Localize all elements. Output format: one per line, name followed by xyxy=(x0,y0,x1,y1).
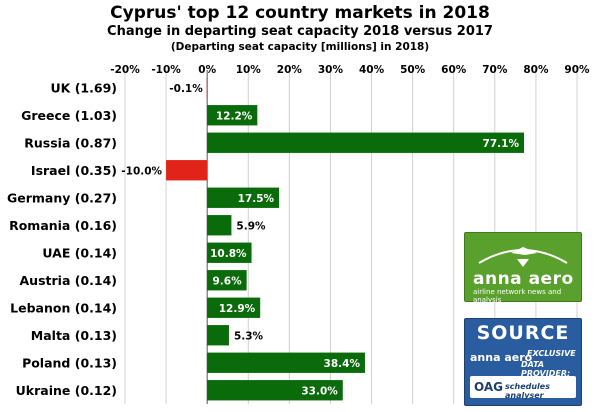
chart-subtitle: Change in departing seat capacity 2018 v… xyxy=(107,24,493,39)
bar xyxy=(207,187,280,208)
category-label: Malta (0.13) xyxy=(31,328,117,343)
data-label: 12.2% xyxy=(216,110,253,122)
data-label: 10.8% xyxy=(210,248,247,260)
data-label: 5.9% xyxy=(236,220,266,232)
data-label: 77.1% xyxy=(483,138,520,150)
anna-aero-tagline: airline network news and analysis xyxy=(473,288,562,304)
bar xyxy=(207,352,365,373)
bar xyxy=(207,132,524,153)
oag-badge: OAG schedules analyser xyxy=(470,376,576,400)
bar xyxy=(207,105,258,126)
oag-product: schedules analyser xyxy=(505,382,550,400)
data-label: 17.5% xyxy=(238,193,275,205)
source-heading: SOURCE xyxy=(476,322,570,344)
data-label: 5.3% xyxy=(234,330,264,342)
chart-subsubtitle: (Departing seat capacity [millions] in 2… xyxy=(170,41,430,53)
source-logo: SOURCE anna aero EXCLUSIVE DATA PROVIDER… xyxy=(464,318,582,406)
x-tick-label: -10% xyxy=(151,64,181,76)
bar xyxy=(207,270,247,291)
x-tick-label: 90% xyxy=(564,64,590,76)
category-label: UAE (0.14) xyxy=(42,245,117,260)
x-tick-label: 10% xyxy=(236,64,262,76)
source-exclusive: EXCLUSIVE xyxy=(527,349,576,358)
anna-aero-wordmark: anna aero xyxy=(473,269,574,289)
category-label: Israel (0.35) xyxy=(31,163,117,178)
data-label: 38.4% xyxy=(324,358,361,370)
plane-icon xyxy=(478,247,568,267)
category-label: Russia (0.87) xyxy=(24,135,117,150)
data-label: 33.0% xyxy=(301,385,338,397)
bar xyxy=(207,297,261,318)
chart-title: Cyprus' top 12 country markets in 2018 xyxy=(110,3,490,23)
bar xyxy=(166,160,208,181)
anna-aero-logo: anna aero airline network news and analy… xyxy=(464,232,582,304)
category-label: Austria (0.14) xyxy=(20,273,118,288)
source-data-provider: DATA PROVIDER: xyxy=(521,360,571,378)
oag-wordmark: OAG xyxy=(474,380,504,394)
bar xyxy=(207,325,229,346)
x-tick-label: 40% xyxy=(359,64,385,76)
category-label: UK (1.69) xyxy=(51,80,117,95)
x-tick-label: 50% xyxy=(400,64,426,76)
data-label: -0.1% xyxy=(169,83,203,95)
x-tick-label: 20% xyxy=(277,64,303,76)
data-label: 9.6% xyxy=(213,275,243,287)
x-tick-label: 60% xyxy=(441,64,467,76)
category-label: Greece (1.03) xyxy=(21,108,117,123)
category-label: Germany (0.27) xyxy=(7,190,117,205)
x-tick-label: -20% xyxy=(110,64,140,76)
data-label: -10.0% xyxy=(121,165,162,177)
x-tick-label: 30% xyxy=(318,64,344,76)
bar xyxy=(207,215,232,236)
x-tick-label: 70% xyxy=(482,64,508,76)
x-tick-label: 80% xyxy=(523,64,549,76)
category-label: Poland (0.13) xyxy=(22,355,117,370)
data-label: 12.9% xyxy=(219,303,256,315)
bar xyxy=(207,380,343,401)
category-label: Romania (0.16) xyxy=(9,218,117,233)
source-wordmark: anna aero xyxy=(470,351,533,364)
category-label: Ukraine (0.12) xyxy=(16,383,117,398)
bar xyxy=(207,242,252,263)
bar xyxy=(206,77,208,98)
category-label: Lebanon (0.14) xyxy=(10,300,117,315)
